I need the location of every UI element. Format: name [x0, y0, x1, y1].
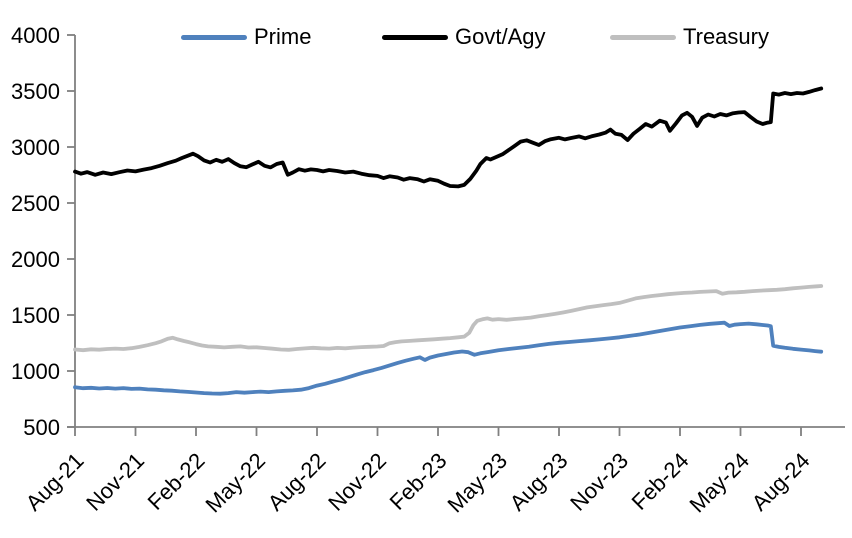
series-line-govt-agy: [73, 86, 824, 189]
y-tick-label: 2000: [11, 247, 60, 272]
x-tick-label: Feb-23: [385, 448, 452, 515]
x-tick-label: Nov-21: [81, 448, 149, 516]
legend-label-prime: Prime: [254, 24, 312, 49]
x-tick-label: Feb-22: [143, 448, 210, 515]
y-tick-label: 1500: [11, 303, 60, 328]
x-tick-label: Aug-24: [747, 448, 815, 516]
y-tick-label: 500: [23, 415, 60, 440]
legend-label-govt-agy: Govt/Agy: [455, 24, 546, 49]
legend-item-prime: Prime: [181, 25, 311, 49]
legend-item-treasury: Treasury: [610, 25, 769, 49]
legend-swatch-govt-agy: [382, 34, 448, 40]
legend-label-treasury: Treasury: [683, 24, 769, 49]
x-tick-label: Aug-22: [263, 448, 331, 516]
x-tick-label: May-23: [442, 448, 512, 518]
y-tick-label: 4000: [11, 23, 60, 48]
x-tick-label: Feb-24: [627, 448, 694, 515]
x-tick-label: Nov-23: [565, 448, 633, 516]
y-tick-label: 1000: [11, 359, 60, 384]
y-tick-label: 3000: [11, 135, 60, 160]
y-tick-label: 3500: [11, 79, 60, 104]
legend-swatch-prime: [181, 34, 247, 40]
y-tick-label: 2500: [11, 191, 60, 216]
x-tick-label: Nov-22: [323, 448, 391, 516]
x-tick-label: May-24: [684, 448, 754, 518]
series-line-treasury: [73, 284, 824, 353]
x-tick-label: Aug-23: [505, 448, 573, 516]
series-line-prime: [73, 320, 824, 396]
x-tick-label: May-22: [200, 448, 270, 518]
legend-item-govt-agy: Govt/Agy: [382, 25, 545, 49]
x-tick-label: Aug-21: [21, 448, 89, 516]
legend-swatch-treasury: [610, 34, 676, 40]
